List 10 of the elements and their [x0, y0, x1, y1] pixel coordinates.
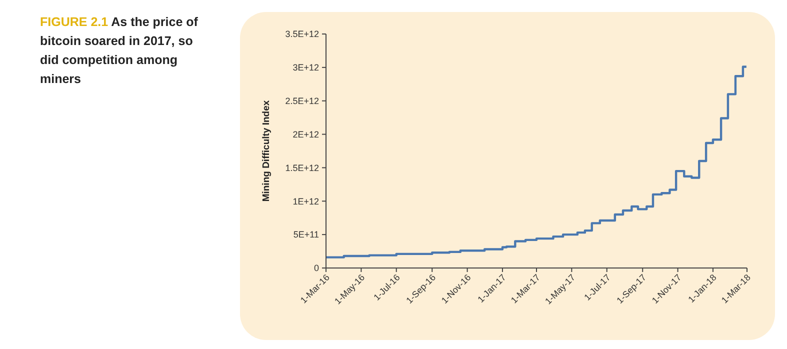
- y-tick-label: 2E+12: [292, 129, 319, 140]
- y-tick-label: 3E+12: [292, 62, 319, 73]
- y-tick-label: 3.5E+12: [285, 29, 319, 40]
- chart-title: FIGURE 2.1 As the price of bitcoin soared in 2017, so did competition among miners: [40, 15, 198, 86]
- y-tick-label: 1.5E+12: [285, 162, 319, 173]
- y-tick-label: 0: [314, 263, 319, 274]
- y-tick-label: 5E+11: [293, 230, 319, 240]
- y-axis-title: Mining Difficulty Index: [261, 100, 272, 202]
- y-tick-label: 2.5E+12: [285, 96, 319, 106]
- y-tick-label: 1E+12: [292, 196, 319, 206]
